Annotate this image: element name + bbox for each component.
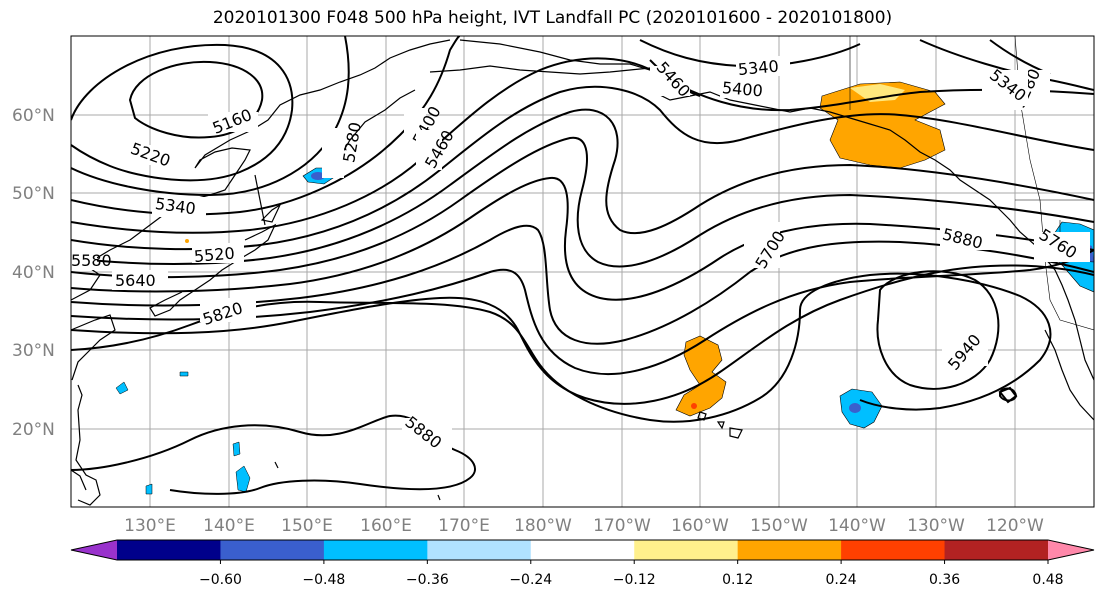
contour-label-5400-top: 5400	[721, 78, 763, 100]
colorbar-segment	[634, 540, 739, 560]
colorbar-segment	[530, 540, 635, 560]
colorbar-extend-low	[71, 540, 117, 560]
lon-label-140e: 140°E	[203, 516, 255, 536]
shade-speck-6	[145, 483, 153, 495]
coast-japan	[149, 223, 277, 317]
coast-sakhalin	[254, 174, 266, 226]
contour-5220	[71, 43, 294, 182]
shade-hawaii-core	[691, 403, 697, 409]
shade-speck-4	[232, 441, 241, 457]
colorbar-tick-label: −0.12	[613, 572, 656, 588]
contour-label-5520: 5520	[193, 244, 235, 266]
lon-label-160e: 160°E	[360, 516, 412, 536]
lon-label-130w: 130°W	[907, 516, 965, 536]
lon-label-160w: 160°W	[671, 516, 729, 536]
shade-speck-7	[185, 239, 189, 243]
lat-label-20: 20°N	[12, 420, 55, 440]
shade-hawaii	[675, 335, 727, 417]
shade-140w	[839, 388, 883, 429]
colorbar-segment	[220, 540, 325, 560]
contour-5280	[71, 36, 350, 197]
contour-5640	[71, 176, 1094, 301]
island-speck-1	[274, 461, 279, 469]
lon-label-170e: 170°E	[438, 516, 490, 536]
lon-label-130e: 130°E	[124, 516, 176, 536]
contour-5820	[71, 264, 1094, 405]
colorbar-segment	[944, 540, 1049, 560]
height-contours	[71, 36, 1094, 495]
colorbar-segments	[70, 539, 1095, 561]
colorbar-tick-label: 0.36	[929, 572, 960, 588]
contour-label-5340-top: 5340	[737, 57, 779, 79]
contour-5880-a	[71, 272, 1052, 423]
colorbar-tick-label: −0.48	[302, 572, 345, 588]
island-hawaii-3	[729, 427, 743, 439]
lon-label-170w: 170°W	[593, 516, 651, 536]
lat-label-40: 40°N	[12, 263, 55, 283]
contour-5580	[71, 136, 1094, 279]
colorbar-tick-label: −0.24	[509, 572, 552, 588]
colorbar-segment	[841, 540, 946, 560]
colorbar-segment	[323, 540, 428, 560]
contour-5460	[71, 85, 1094, 251]
lat-labels: 60°N 50°N 40°N 30°N 20°N	[12, 106, 55, 440]
lat-label-30: 30°N	[12, 341, 55, 361]
coast-korea	[71, 314, 116, 381]
contour-5520	[71, 108, 1094, 265]
island-speck-2	[437, 494, 441, 501]
lat-label-50: 50°N	[12, 184, 55, 204]
coast-philippines	[75, 384, 101, 506]
colorbar-tick-label: 0.48	[1032, 572, 1063, 588]
colorbar-segment	[117, 540, 221, 560]
colorbar: −0.60 −0.48 −0.36 −0.24 −0.12 0.12 0.24 0.36 0.4…	[70, 539, 1095, 588]
contour-label-group: 5160 5220 5280 5340 5400 5460 5520 5580 …	[71, 56, 1090, 454]
island-hawaii-1	[697, 411, 707, 421]
colorbar-segment	[427, 540, 532, 560]
shade-speck-1	[235, 465, 251, 493]
shade-kamchatka-core	[311, 172, 325, 180]
lon-label-140w: 140°W	[828, 516, 886, 536]
lon-label-150w: 150°W	[750, 516, 808, 536]
contour-5400	[71, 57, 1094, 234]
map-frame	[70, 35, 1095, 508]
lon-label-150e: 150°E	[281, 516, 333, 536]
colorbar-tick-label: −0.60	[199, 572, 242, 588]
colorbar-tick-label: 0.24	[826, 572, 857, 588]
island-hawaii-2	[716, 421, 725, 430]
contour-5160	[128, 60, 264, 139]
lat-label-60: 60°N	[12, 106, 55, 126]
lon-label-120w: 120°W	[986, 516, 1044, 536]
shade-speck-2	[115, 381, 129, 395]
contour-label-5580: 5580	[71, 251, 112, 270]
shade-speck-5	[179, 371, 189, 377]
colorbar-outline	[70, 539, 1095, 561]
coast-baja	[1044, 329, 1094, 421]
coast-aleutians	[429, 65, 651, 75]
colorbar-ticks: −0.60 −0.48 −0.36 −0.24 −0.12 0.12 0.24 0.36 0.4…	[199, 560, 1064, 588]
coast-asia	[71, 39, 451, 301]
colorbar-tick-label: 0.12	[722, 572, 753, 588]
map-title: 2020101300 F048 500 hPa height, IVT Land…	[212, 8, 893, 28]
contour-5700	[71, 224, 1094, 345]
shade-alaska-light	[850, 84, 905, 102]
colorbar-segment	[737, 540, 842, 560]
coast-philippines-2	[71, 469, 87, 491]
contour-small-loop	[999, 387, 1018, 402]
lon-labels: 130°E 140°E 150°E 160°E 170°E 180°W 170°…	[124, 516, 1044, 536]
shade-140w-core	[849, 403, 861, 413]
contour-5940	[876, 270, 1000, 390]
contour-label-5640: 5640	[115, 271, 156, 290]
colorbar-extend-high	[1048, 540, 1094, 560]
colorbar-tick-label: −0.36	[406, 572, 449, 588]
lon-label-180w: 180°W	[514, 516, 572, 536]
